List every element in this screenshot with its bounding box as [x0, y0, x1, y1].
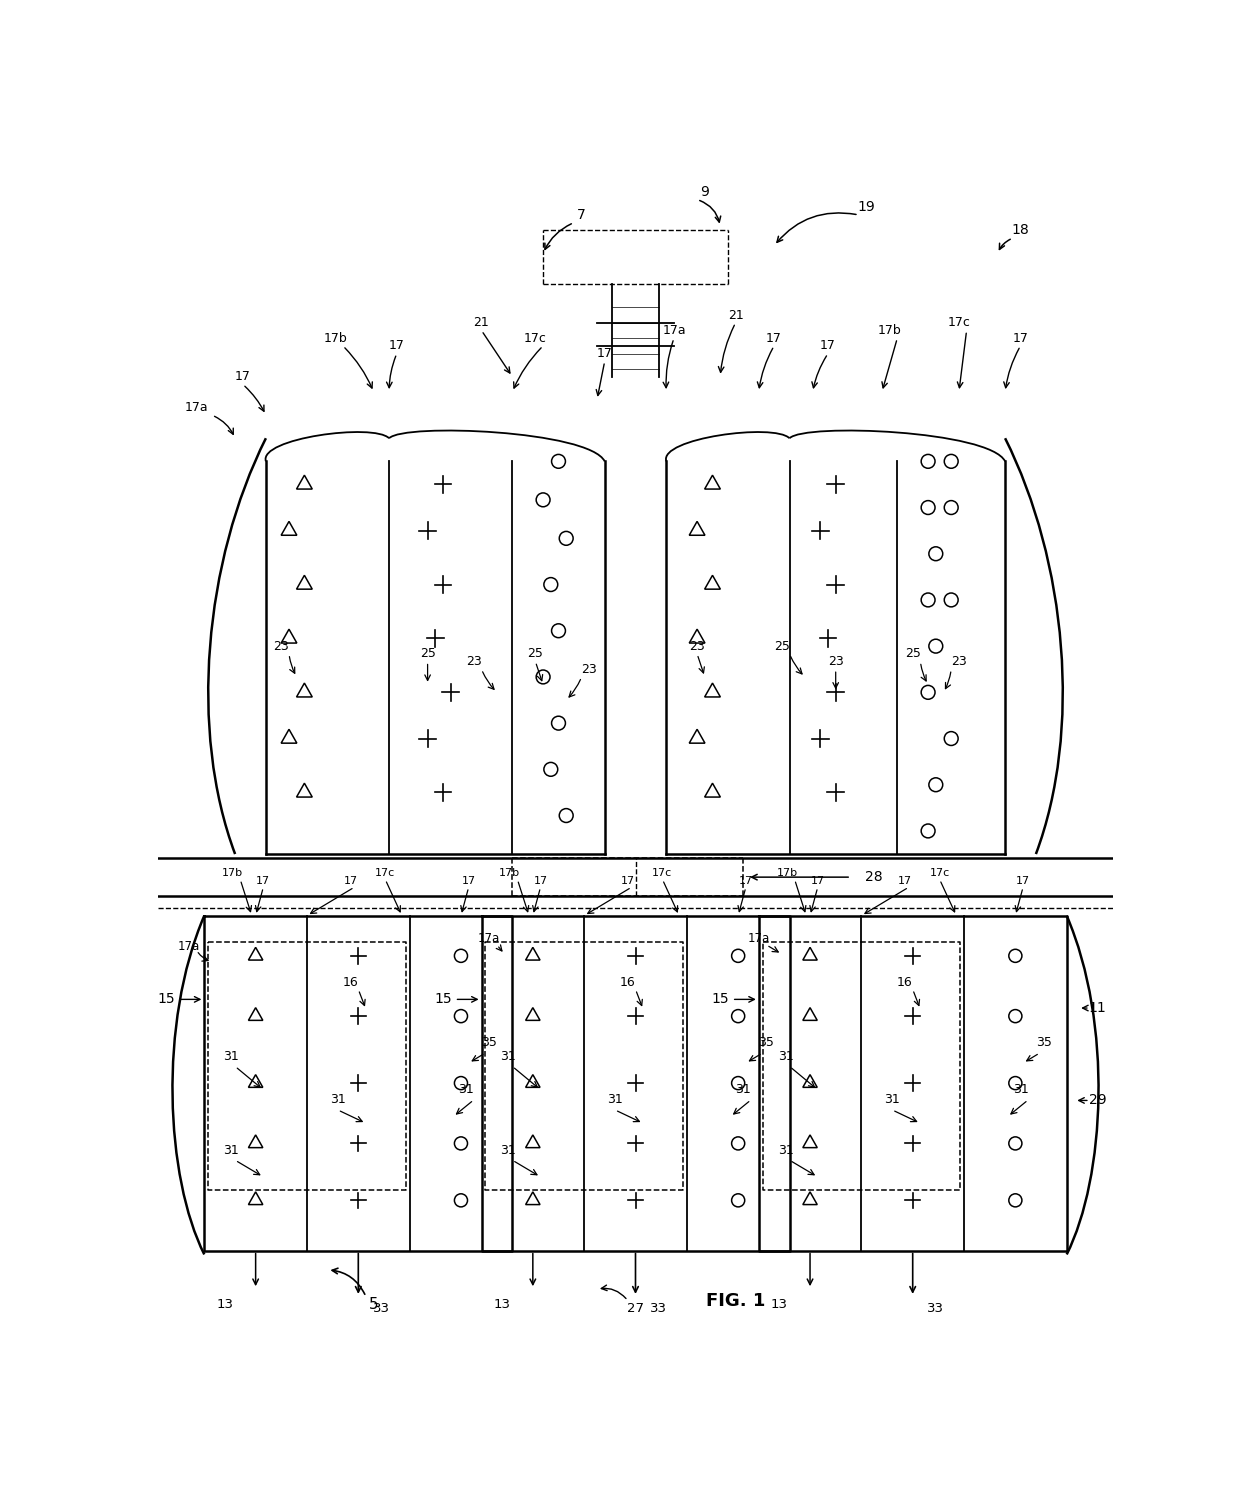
Text: 17: 17	[766, 332, 782, 344]
Text: 17: 17	[1016, 877, 1030, 886]
Text: 13: 13	[771, 1299, 787, 1310]
Text: 27: 27	[627, 1302, 644, 1315]
Text: 9: 9	[701, 186, 709, 199]
Text: 23: 23	[689, 640, 706, 652]
Text: 33: 33	[373, 1302, 389, 1315]
Text: 17: 17	[257, 877, 270, 886]
Text: 23: 23	[582, 663, 598, 676]
Text: 15: 15	[712, 992, 729, 1007]
Text: 23: 23	[828, 655, 843, 669]
Text: 25: 25	[774, 640, 790, 652]
Text: 33: 33	[650, 1302, 667, 1315]
Text: 16: 16	[897, 975, 913, 989]
Text: 17c: 17c	[947, 316, 971, 329]
Text: 19: 19	[858, 200, 875, 214]
Text: 17: 17	[811, 877, 825, 886]
Text: 17: 17	[820, 340, 836, 353]
Text: 17b: 17b	[878, 325, 901, 337]
Text: 31: 31	[501, 1050, 516, 1062]
Text: 31: 31	[501, 1143, 516, 1156]
Text: 17: 17	[533, 877, 548, 886]
Text: 17a: 17a	[479, 932, 500, 945]
Text: 17a: 17a	[662, 325, 686, 337]
Text: 15: 15	[157, 992, 175, 1007]
Text: 23: 23	[951, 655, 967, 669]
Text: 25: 25	[527, 648, 543, 660]
Text: 35: 35	[759, 1037, 774, 1049]
Text: 31: 31	[459, 1083, 474, 1097]
Text: 17c: 17c	[652, 868, 672, 878]
Text: 17b: 17b	[776, 868, 797, 878]
Text: 31: 31	[777, 1050, 794, 1062]
Text: 13: 13	[216, 1299, 233, 1310]
Text: 31: 31	[777, 1143, 794, 1156]
Text: 29: 29	[1089, 1094, 1106, 1107]
Text: 17c: 17c	[930, 868, 950, 878]
Text: 31: 31	[223, 1143, 239, 1156]
Text: 35: 35	[481, 1037, 497, 1049]
Text: 25: 25	[905, 648, 920, 660]
Text: 17: 17	[621, 877, 635, 886]
Text: 23: 23	[274, 640, 289, 652]
Text: 35: 35	[1035, 1037, 1052, 1049]
Text: 17: 17	[389, 340, 404, 353]
Text: 31: 31	[1013, 1083, 1028, 1097]
Text: 17b: 17b	[324, 332, 347, 344]
Text: 25: 25	[419, 648, 435, 660]
Text: 31: 31	[884, 1094, 900, 1107]
Text: 17a: 17a	[185, 401, 208, 414]
Text: 21: 21	[474, 316, 490, 329]
Text: 31: 31	[330, 1094, 346, 1107]
Text: 31: 31	[735, 1083, 751, 1097]
Text: 16: 16	[342, 975, 358, 989]
Text: 17: 17	[1013, 332, 1028, 344]
Text: 31: 31	[223, 1050, 239, 1062]
Text: 28: 28	[866, 871, 883, 884]
Text: 15: 15	[434, 992, 451, 1007]
Text: 5: 5	[368, 1297, 378, 1312]
Text: 23: 23	[466, 655, 481, 669]
Text: 33: 33	[928, 1302, 945, 1315]
Text: 17: 17	[461, 877, 476, 886]
Text: 11: 11	[1089, 1001, 1106, 1016]
Text: 31: 31	[608, 1094, 622, 1107]
Text: 21: 21	[728, 308, 744, 322]
Text: 17: 17	[898, 877, 913, 886]
Text: 17c: 17c	[525, 332, 547, 344]
Text: 17a: 17a	[177, 939, 200, 953]
Text: 17: 17	[596, 347, 613, 361]
Text: 18: 18	[1012, 223, 1029, 238]
Text: 17: 17	[343, 877, 357, 886]
Text: 17c: 17c	[376, 868, 396, 878]
Text: 17b: 17b	[222, 868, 243, 878]
Text: 7: 7	[578, 208, 587, 221]
Text: 17: 17	[234, 370, 250, 383]
Text: 17b: 17b	[500, 868, 521, 878]
Text: 17a: 17a	[748, 932, 770, 945]
Text: 16: 16	[620, 975, 636, 989]
Text: 17: 17	[739, 877, 753, 886]
Text: 13: 13	[494, 1299, 511, 1310]
Text: FIG. 1: FIG. 1	[706, 1291, 765, 1309]
